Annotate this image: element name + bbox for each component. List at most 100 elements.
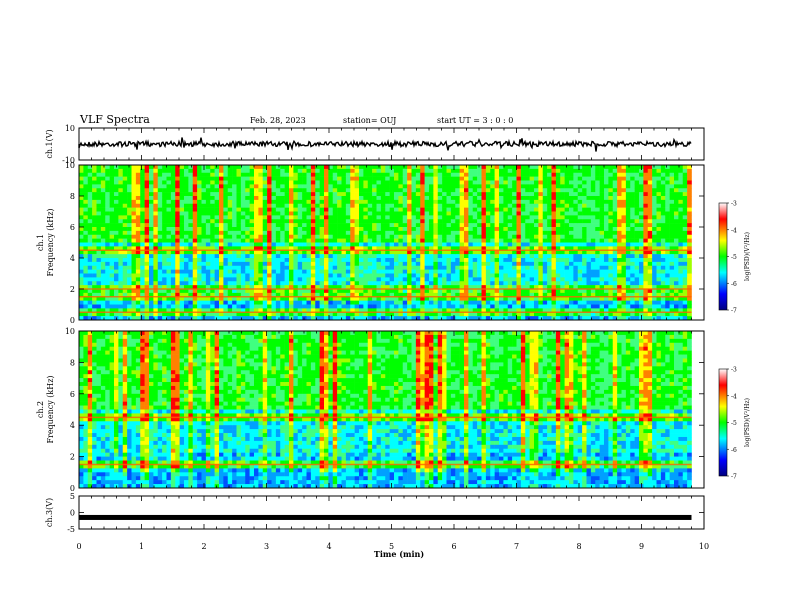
heatmap-cell [577,176,583,181]
heatmap-cell [569,273,574,278]
heatmap-cell [586,196,592,201]
heatmap-cell [100,316,106,321]
heatmap-cell [547,165,552,170]
heatmap-cell [503,308,509,313]
heatmap-cell [450,269,456,274]
heatmap-cell [324,219,329,224]
heatmap-cell [542,168,548,174]
heatmap-cell [258,246,264,251]
heatmap-cell [214,199,220,205]
heatmap-cell [114,296,119,301]
heatmap-cell [577,289,583,294]
heatmap-cell [162,165,167,170]
heatmap-cell [542,234,548,239]
heatmap-cell [446,312,452,317]
heatmap-cell [442,219,447,224]
heatmap-cell [477,308,482,313]
heatmap-cell [560,168,565,174]
heatmap-cell [337,285,342,290]
heatmap-cell [577,223,583,228]
heatmap-cell [494,261,500,267]
heatmap-cell [525,265,530,270]
heatmap-cell [310,168,316,174]
heatmap-cell [232,203,237,208]
heatmap-cell [302,180,307,185]
heatmap-cell [503,238,509,243]
heatmap-cell [289,207,294,212]
heatmap-cell [503,211,509,216]
heatmap-cell [267,234,272,239]
heatmap-cell [332,196,338,201]
heatmap-cell [455,188,460,193]
heatmap-cell [275,238,281,243]
heatmap-cell [162,199,167,205]
heatmap-cell [205,312,211,317]
heatmap-cell [516,180,522,185]
heatmap-cell [245,277,250,282]
heatmap-cell [415,227,421,232]
heatmap-cell [310,277,316,282]
heatmap-cell [184,289,189,294]
heatmap-cell [516,296,522,301]
heatmap-cell [271,304,277,309]
heatmap-cell [210,304,215,309]
heatmap-cell [332,304,338,309]
heatmap-cell [170,223,176,228]
heatmap-cell [464,289,469,294]
heatmap-cell [398,180,404,185]
heatmap-cell [232,265,237,270]
heatmap-cell [118,180,124,185]
heatmap-cell [271,199,277,205]
heatmap-cell [157,176,163,181]
heatmap-cell [415,304,421,309]
heatmap-cell [468,211,474,216]
heatmap-cell [437,254,443,259]
heatmap-cell [135,180,141,185]
heatmap-cell [236,265,242,270]
heatmap-cell [289,296,294,301]
heatmap-cell [254,234,259,239]
heatmap-cell [114,277,119,282]
heatmap-cell [525,172,530,177]
heatmap-cell [402,211,408,216]
heatmap-cell [135,308,141,313]
heatmap-cell [442,199,447,205]
heatmap-cell [127,207,132,212]
heatmap-cell [337,265,342,270]
heatmap-cell [394,180,399,185]
heatmap-cell [306,215,312,220]
heatmap-cell [249,316,255,321]
heatmap-cell [569,215,574,220]
heatmap-cell [87,227,93,232]
heatmap-cell [582,300,587,305]
heatmap-cell [464,265,469,270]
heatmap-cell [79,300,84,305]
heatmap-cell [92,184,97,189]
heatmap-cell [223,258,229,263]
heatmap-cell [359,281,364,286]
heatmap-cell [385,227,390,232]
heatmap-cell [170,277,176,282]
heatmap-cell [267,250,272,255]
heatmap-cell [205,261,211,267]
heatmap-cell [223,292,229,298]
heatmap-cell [490,192,495,197]
heatmap-cell [481,199,487,205]
heatmap-cell [332,246,338,251]
heatmap-cell [573,211,579,216]
heatmap-cell [529,168,535,174]
heatmap-cell [389,250,395,255]
heatmap-cell [538,242,544,247]
heatmap-cell [494,192,500,197]
heatmap-cell [389,308,395,313]
heatmap-cell [608,184,614,189]
ch1-waveform-y-tick-label: -10 [62,156,75,165]
heatmap-cell [547,230,552,236]
heatmap-cell [385,289,390,294]
heatmap-cell [429,223,434,228]
heatmap-cell [293,300,299,305]
heatmap-cell [555,203,561,208]
heatmap-cell [157,277,163,282]
heatmap-cell [302,203,307,208]
heatmap-cell [144,285,150,290]
